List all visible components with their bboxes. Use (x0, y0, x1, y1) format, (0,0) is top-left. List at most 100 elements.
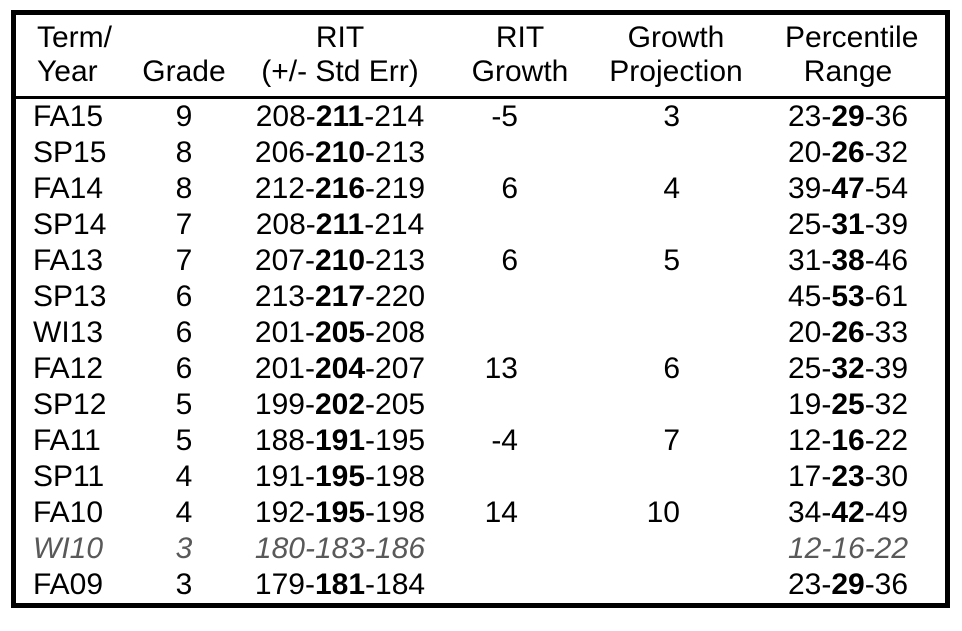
table-row: FA14 8 212-216-219 6 4 39-47-54 (16, 171, 945, 207)
rit-score-median: 183 (314, 532, 366, 565)
cell-percentile-range: 12-16-22 (787, 424, 909, 457)
column-header-rit-std-err: RIT (+/- Std Err) (230, 15, 460, 99)
rit-score-median: 181 (314, 568, 366, 601)
cell-term-year: FA11 (33, 424, 101, 457)
cell-percentile-range: 39-47-54 (787, 172, 909, 205)
percentile-median: 31 (831, 208, 865, 241)
cell-rit-range: 213-217-220 (254, 280, 426, 313)
cell-growth-projection (580, 279, 785, 315)
table-row: WI13 6 201-205-208 20-26-33 (16, 315, 945, 351)
cell-growth-projection (580, 315, 785, 351)
cell-rit-growth: 6 (501, 172, 518, 205)
rit-score-median: 191 (314, 424, 366, 457)
header-line-1: Growth (627, 21, 725, 54)
cell-rit-range: 192-195-198 (254, 496, 426, 529)
header-line-2: Growth (471, 55, 569, 88)
cell-grade: 7 (175, 208, 193, 241)
rit-score-median: 210 (314, 136, 366, 169)
percentile-median: 38 (831, 244, 865, 277)
cell-term-year: FA14 (33, 172, 104, 205)
cell-rit-growth: -5 (491, 100, 518, 133)
rit-score-median: 217 (314, 280, 366, 313)
cell-grade: 6 (175, 352, 193, 385)
cell-grade: 7 (175, 244, 193, 277)
table-row: WI10 3 180-183-186 12-16-22 (16, 531, 945, 567)
header-line-2: Year (37, 55, 98, 88)
table-row: SP12 5 199-202-205 19-25-32 (16, 387, 945, 423)
rit-score-median: 204 (314, 352, 366, 385)
cell-term-year: FA09 (33, 568, 104, 601)
cell-growth-projection (580, 135, 785, 171)
cell-growth-projection: 3 (663, 100, 680, 133)
cell-grade: 5 (175, 388, 193, 421)
header-line-2: Grade (142, 55, 226, 88)
table-row: FA13 7 207-210-213 6 5 31-38-46 (16, 243, 945, 279)
percentile-median: 42 (831, 496, 865, 529)
cell-rit-growth: -4 (491, 424, 518, 457)
cell-percentile-range: 31-38-46 (787, 244, 909, 277)
cell-grade: 4 (175, 496, 193, 529)
cell-grade: 5 (175, 424, 193, 457)
cell-term-year: FA13 (33, 244, 104, 277)
cell-rit-range: 208-211-214 (255, 208, 425, 241)
cell-growth-projection: 6 (663, 352, 680, 385)
header-line-2: Range (803, 55, 893, 88)
cell-percentile-range: 23-29-36 (787, 568, 909, 601)
cell-term-year: WI10 (33, 532, 104, 565)
cell-rit-range: 212-216-219 (254, 172, 426, 205)
cell-grade: 8 (175, 136, 193, 169)
cell-term-year: FA12 (33, 352, 104, 385)
cell-term-year: SP12 (33, 388, 107, 421)
rit-score-median: 216 (314, 172, 366, 205)
percentile-median: 26 (831, 136, 865, 169)
cell-rit-growth (460, 567, 580, 603)
cell-rit-growth (460, 531, 580, 567)
rit-score-median: 210 (314, 244, 366, 277)
cell-grade: 6 (175, 280, 193, 313)
column-header-term-year: Term/ Year (16, 15, 138, 99)
cell-rit-range: 191-195-198 (254, 460, 426, 493)
cell-grade: 3 (175, 532, 193, 565)
cell-rit-range: 208-211-214 (255, 100, 425, 133)
header-line-1: RIT (315, 21, 365, 54)
cell-rit-growth (460, 279, 580, 315)
cell-rit-growth: 14 (484, 496, 518, 529)
table-row: SP11 4 191-195-198 17-23-30 (16, 459, 945, 495)
percentile-median: 32 (831, 352, 865, 385)
header-row: Term/ Year Grade RIT (+/- Std Err) RIT G… (16, 15, 945, 99)
rit-score-median: 205 (314, 316, 366, 349)
cell-term-year: SP14 (33, 208, 107, 241)
table-row: FA12 6 201-204-207 13 6 25-32-39 (16, 351, 945, 387)
percentile-median: 16 (831, 532, 865, 565)
cell-rit-growth (460, 315, 580, 351)
cell-term-year: SP13 (33, 280, 107, 313)
cell-grade: 8 (175, 172, 193, 205)
table-row: FA15 9 208-211-214 -5 3 23-29-36 (16, 98, 945, 136)
cell-growth-projection: 4 (663, 172, 680, 205)
cell-grade: 6 (175, 316, 193, 349)
cell-rit-range: 180-183-186 (254, 532, 426, 565)
percentile-median: 26 (831, 316, 865, 349)
cell-grade: 3 (175, 568, 193, 601)
cell-rit-growth (460, 459, 580, 495)
cell-term-year: SP11 (33, 460, 105, 493)
cell-term-year: WI13 (33, 316, 104, 349)
rit-score-median: 211 (315, 208, 365, 241)
rit-score-report-frame: Term/ Year Grade RIT (+/- Std Err) RIT G… (11, 10, 950, 608)
percentile-median: 25 (831, 388, 865, 421)
cell-rit-range: 199-202-205 (254, 388, 426, 421)
table-row: SP13 6 213-217-220 45-53-61 (16, 279, 945, 315)
cell-rit-growth: 6 (501, 244, 518, 277)
cell-rit-growth (460, 135, 580, 171)
header-line-1: Percentile (785, 21, 919, 54)
cell-term-year: FA15 (33, 100, 104, 133)
cell-growth-projection: 7 (663, 424, 680, 457)
cell-rit-range: 179-181-184 (254, 568, 426, 601)
table-row: FA11 5 188-191-195 -4 7 12-16-22 (16, 423, 945, 459)
cell-rit-growth (460, 387, 580, 423)
cell-growth-projection (580, 567, 785, 603)
cell-rit-growth: 13 (484, 352, 518, 385)
header-line-1 (138, 21, 230, 55)
percentile-median: 29 (831, 100, 865, 133)
column-header-percentile-range: Percentile Range (785, 15, 945, 99)
